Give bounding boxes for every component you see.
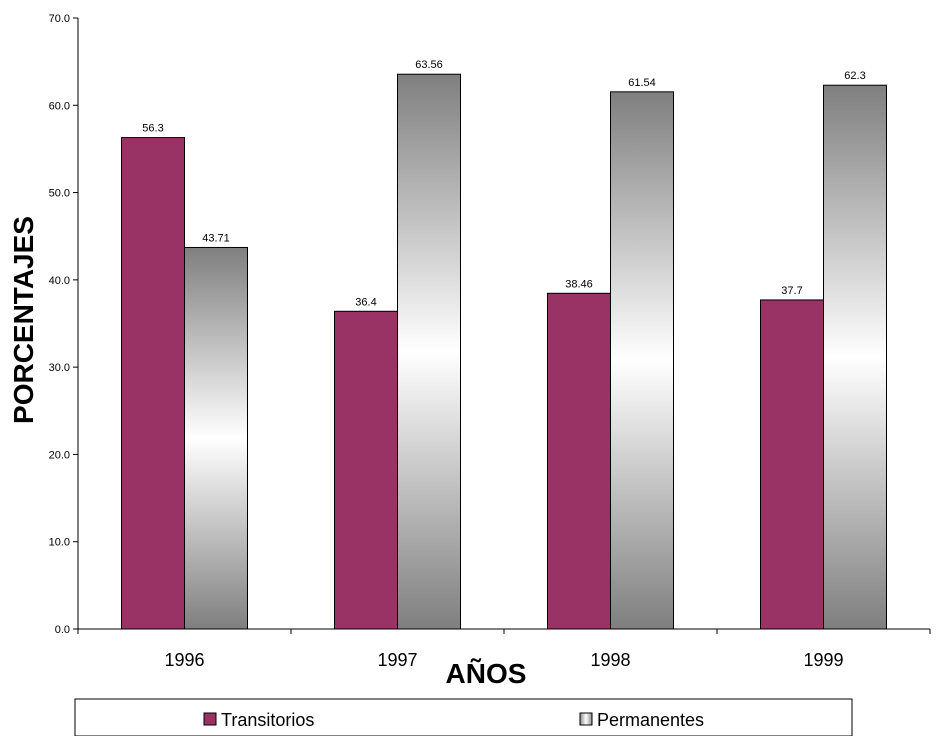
x-tick-label: 1996 (164, 650, 204, 670)
y-axis-title: PORCENTAJES (8, 216, 39, 424)
y-tick-label: 0.0 (55, 624, 70, 636)
bar-transitorios-1999 (760, 299, 824, 630)
data-label: 62.3 (844, 70, 865, 82)
data-label: 36.4 (355, 296, 376, 308)
y-tick-label: 20.0 (49, 449, 70, 461)
x-tick-label: 1999 (803, 650, 843, 670)
y-axis: 0.0 10.0 20.0 30.0 40.0 50.0 60.0 70.0 (49, 13, 79, 636)
bar-transitorios-1998 (547, 292, 611, 630)
bar-permanentes-1996 (184, 246, 248, 630)
y-tick-label: 50.0 (49, 188, 70, 200)
legend: Transitorios Permanentes (74, 698, 853, 736)
bar-transitorios-1996 (121, 137, 185, 630)
y-tick-label: 70.0 (49, 13, 70, 25)
data-labels: 56.3 43.71 36.4 63.56 38.46 61.54 37.7 62.3 (142, 59, 865, 308)
legend-swatch-permanentes (579, 712, 593, 726)
legend-swatch-transitorios (203, 712, 217, 726)
data-label: 63.56 (415, 59, 443, 71)
bar-transitorios-1997 (334, 310, 398, 630)
data-label: 56.3 (142, 123, 163, 135)
bar-permanentes-1999 (823, 84, 887, 630)
y-tick-label: 60.0 (49, 100, 70, 112)
data-label: 61.54 (628, 77, 656, 89)
bar-permanentes-1997 (397, 73, 461, 630)
x-axis-title: AÑOS (446, 658, 527, 689)
legend-box (74, 698, 853, 736)
y-tick-label: 10.0 (49, 537, 70, 549)
data-label: 43.71 (202, 232, 230, 244)
x-tick-label: 1998 (590, 650, 630, 670)
legend-label-transitorios: Transitorios (221, 710, 314, 730)
data-label: 38.46 (565, 278, 593, 290)
y-tick-label: 40.0 (49, 275, 70, 287)
bar-permanentes-1998 (610, 91, 674, 630)
x-tick-label: 1997 (377, 650, 417, 670)
legend-label-permanentes: Permanentes (597, 710, 704, 730)
data-label: 37.7 (781, 285, 802, 297)
y-tick-label: 30.0 (49, 362, 70, 374)
bars (121, 73, 887, 630)
